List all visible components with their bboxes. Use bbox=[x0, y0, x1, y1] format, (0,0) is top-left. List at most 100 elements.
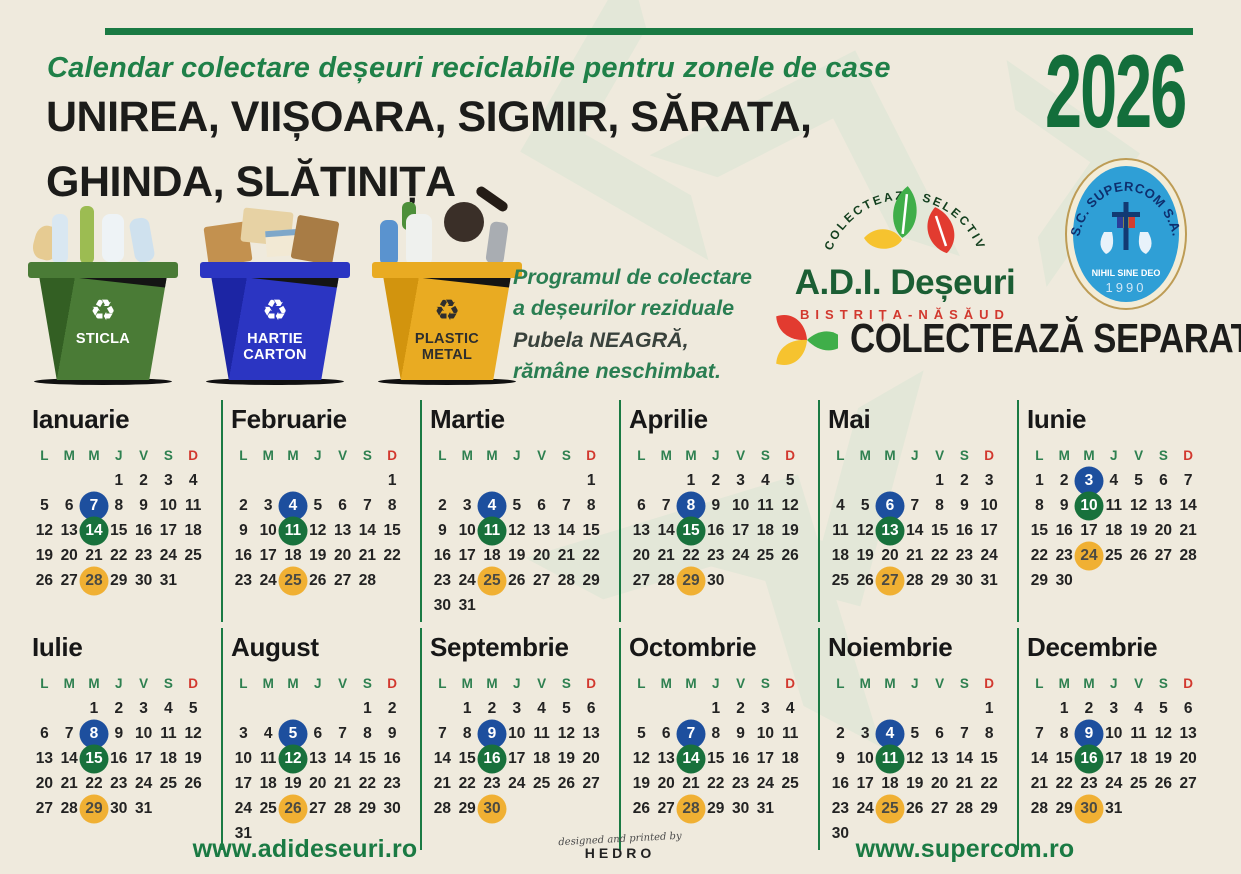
day-cell: 11 bbox=[878, 746, 903, 771]
day-cell: 27 bbox=[60, 572, 78, 589]
day-cell: 21 bbox=[682, 775, 700, 792]
day-cell: 8 bbox=[1035, 497, 1044, 514]
bin-label: PLASTIC METAL bbox=[414, 331, 480, 363]
day-cell: 14 bbox=[60, 750, 78, 767]
day-cell: 3 bbox=[512, 700, 522, 717]
day-cell: 16 bbox=[110, 750, 128, 767]
day-cell: 9 bbox=[1059, 497, 1069, 514]
day-header: S bbox=[1158, 448, 1168, 463]
day-cell: 20 bbox=[1179, 750, 1197, 767]
empty-cell bbox=[927, 696, 952, 721]
day-cell: 21 bbox=[557, 547, 575, 564]
day-cell: 14 bbox=[657, 522, 675, 539]
day-cell: 25 bbox=[480, 568, 505, 593]
day-cell: 18 bbox=[483, 547, 501, 564]
day-cell: 16 bbox=[731, 750, 750, 767]
month-title: Martie bbox=[430, 404, 505, 434]
day-cell: 18 bbox=[159, 750, 177, 767]
day-cell: 26 bbox=[508, 572, 526, 589]
day-cell: 17 bbox=[731, 522, 750, 539]
day-cell: 21 bbox=[955, 775, 973, 792]
day-cell: 25 bbox=[756, 547, 774, 564]
day-cell: 27 bbox=[309, 800, 327, 817]
day-cell: 16 bbox=[1055, 522, 1073, 539]
day-cell: 31 bbox=[980, 572, 998, 589]
bin-body bbox=[39, 276, 167, 380]
note-line-1: Programul de colectare bbox=[513, 265, 752, 289]
day-cell: 1 bbox=[363, 700, 372, 717]
day-cell: 22 bbox=[980, 775, 998, 792]
day-cell: 4 bbox=[836, 497, 845, 514]
empty-cell bbox=[654, 696, 679, 721]
month-title: Septembrie bbox=[430, 632, 569, 662]
day-header: V bbox=[1134, 676, 1144, 691]
day-cell: 12 bbox=[557, 725, 575, 742]
day-cell: 10 bbox=[159, 497, 177, 514]
day-cell: 29 bbox=[458, 800, 476, 817]
day-cell: 10 bbox=[1077, 493, 1102, 518]
day-cell: 7 bbox=[661, 497, 671, 514]
day-header: L bbox=[438, 676, 447, 691]
day-cell: 27 bbox=[657, 800, 675, 817]
day-cell: 29 bbox=[679, 568, 704, 593]
day-cell: 17 bbox=[458, 547, 476, 564]
day-cell: 8 bbox=[711, 725, 721, 742]
day-cell: 8 bbox=[462, 725, 472, 742]
day-header: J bbox=[1110, 448, 1118, 463]
day-header: M bbox=[685, 676, 697, 691]
day-cell: 8 bbox=[679, 493, 704, 518]
day-cell: 12 bbox=[184, 725, 202, 742]
empty-cell bbox=[256, 696, 281, 721]
empty-cell bbox=[902, 468, 927, 493]
day-cell: 20 bbox=[309, 775, 327, 792]
empty-cell bbox=[231, 696, 256, 721]
day-cell: 22 bbox=[1030, 547, 1049, 564]
empty-cell bbox=[504, 468, 529, 493]
day-header: J bbox=[1110, 676, 1118, 691]
day-cell: 2 bbox=[387, 700, 397, 717]
day-header: V bbox=[338, 676, 348, 691]
supercom-year: 1990 bbox=[1106, 280, 1147, 295]
day-cell: 22 bbox=[707, 775, 725, 792]
day-cell: 28 bbox=[955, 800, 973, 817]
supercom-website-url: www.supercom.ro bbox=[855, 835, 1075, 863]
day-cell: 6 bbox=[586, 700, 596, 717]
day-cell: 6 bbox=[935, 725, 944, 742]
day-cell: 27 bbox=[632, 572, 651, 589]
day-cell: 6 bbox=[661, 725, 671, 742]
day-cell: 12 bbox=[35, 522, 54, 539]
day-cell: 29 bbox=[110, 572, 128, 589]
day-cell: 5 bbox=[512, 497, 522, 514]
day-cell: 18 bbox=[756, 522, 774, 539]
day-header: D bbox=[188, 448, 199, 463]
day-header: M bbox=[461, 676, 473, 691]
month-title: Aprilie bbox=[629, 404, 708, 434]
day-cell: 21 bbox=[657, 547, 675, 564]
bin-shadow bbox=[206, 378, 344, 385]
day-cell: 10 bbox=[856, 750, 874, 767]
day-cell: 3 bbox=[1109, 700, 1119, 717]
day-cell: 12 bbox=[781, 497, 799, 514]
day-cell: 9 bbox=[139, 497, 148, 514]
day-cell: 28 bbox=[679, 796, 704, 821]
day-header: J bbox=[115, 676, 123, 691]
day-cell: 8 bbox=[82, 721, 107, 746]
day-cell: 19 bbox=[284, 775, 302, 792]
day-header: V bbox=[736, 676, 746, 691]
bin-lid bbox=[200, 262, 350, 278]
day-cell: 17 bbox=[1105, 750, 1123, 767]
day-cell: 9 bbox=[736, 725, 745, 742]
day-header: M bbox=[660, 448, 672, 463]
day-cell: 18 bbox=[881, 775, 899, 792]
day-header: D bbox=[1183, 676, 1194, 691]
day-cell: 7 bbox=[1035, 725, 1044, 742]
day-cell: 20 bbox=[632, 547, 651, 564]
page-title: Calendar colectare deșeuri reciclabile p… bbox=[47, 52, 891, 84]
day-header: M bbox=[88, 676, 100, 691]
day-cell: 28 bbox=[358, 572, 376, 589]
day-cell: 2 bbox=[438, 497, 447, 514]
day-header: M bbox=[63, 676, 75, 691]
day-header: J bbox=[314, 676, 322, 691]
